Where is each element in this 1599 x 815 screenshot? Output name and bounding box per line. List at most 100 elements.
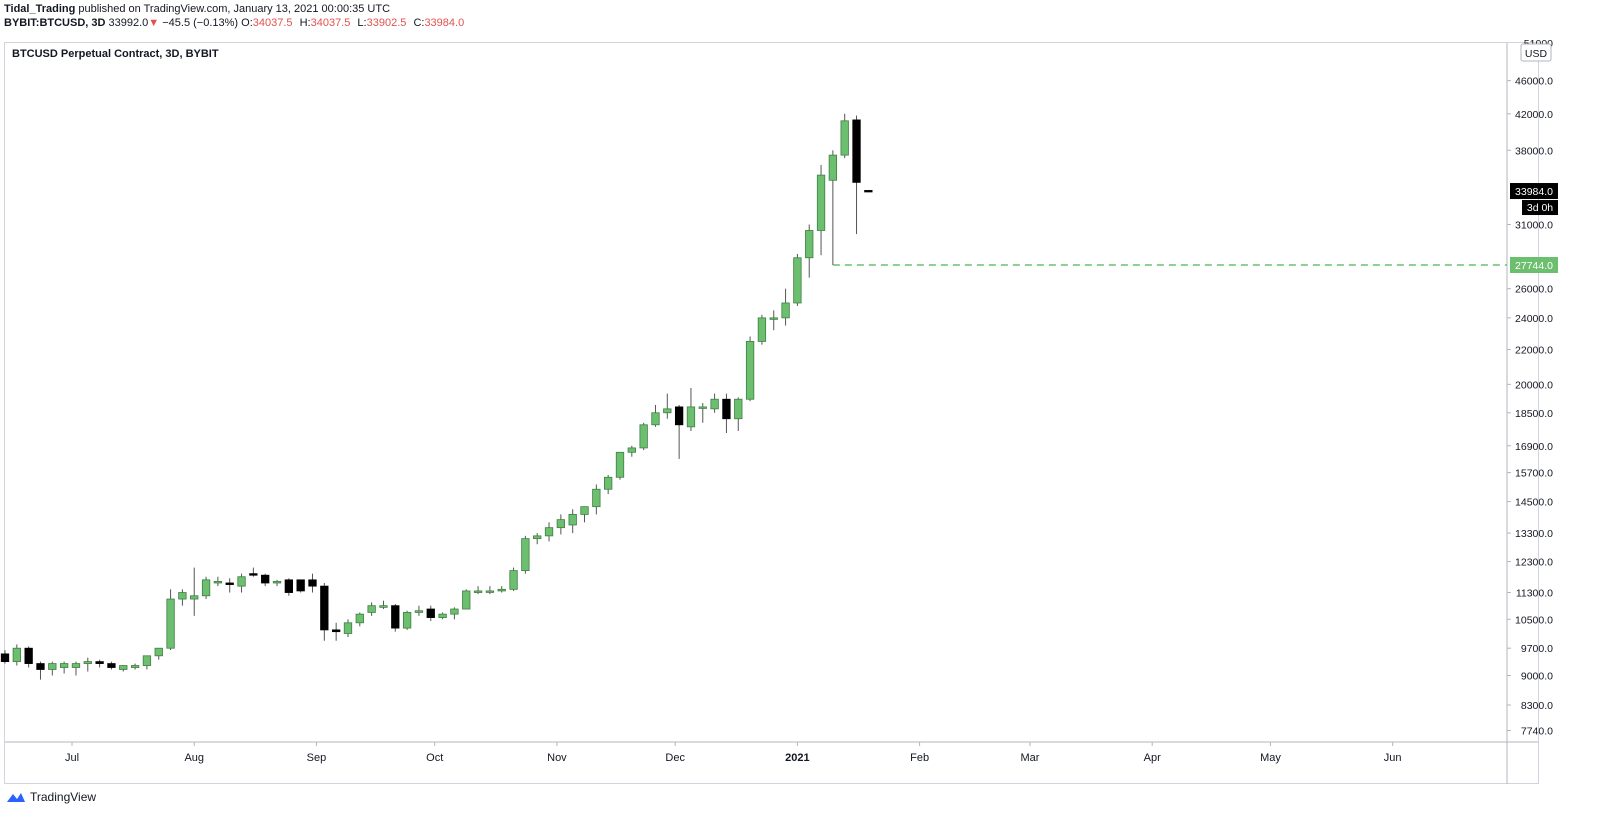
- candle-body: [816, 174, 826, 231]
- candle-body: [367, 605, 376, 613]
- candle-body: [48, 663, 57, 670]
- candle-body: [119, 665, 128, 670]
- x-tick-label: Oct: [426, 752, 443, 764]
- candle-body: [864, 190, 873, 193]
- candle-body: [272, 581, 282, 584]
- y-tick-label: 42000.0: [1515, 109, 1553, 121]
- candle-body: [580, 506, 589, 515]
- candle-body: [0, 653, 10, 663]
- x-tick-label: Aug: [184, 752, 204, 764]
- candle-body: [592, 488, 601, 508]
- x-tick-label: 2021: [785, 752, 809, 764]
- candle-body: [438, 613, 447, 618]
- price-change: −45.5 (−0.13%): [162, 17, 239, 29]
- candle-body: [544, 527, 554, 537]
- candle-body: [249, 573, 258, 576]
- chart-frame[interactable]: [4, 42, 1539, 784]
- candle-body: [426, 608, 435, 618]
- chart-header: Tidal_Trading published on TradingView.c…: [4, 2, 468, 30]
- author-name[interactable]: Tidal_Trading: [4, 3, 76, 15]
- candle-body: [284, 579, 293, 593]
- candle-body: [805, 230, 814, 259]
- y-tick-label: 10500.0: [1515, 614, 1553, 626]
- candle-body: [698, 406, 707, 409]
- candles-layer: [0, 113, 1507, 680]
- candle-body: [651, 412, 660, 426]
- candle-body: [462, 590, 471, 610]
- candle-body: [24, 647, 33, 664]
- brand-name: TradingView: [30, 790, 97, 804]
- low-value: 33902.5: [366, 17, 407, 29]
- level-tag: [1510, 256, 1558, 273]
- candle-body: [485, 590, 495, 593]
- y-tick-label: 13300.0: [1515, 528, 1553, 540]
- candle-body: [213, 581, 223, 584]
- low-label: L:: [357, 17, 367, 29]
- candle-body: [391, 605, 400, 629]
- candle-body: [745, 340, 755, 400]
- candle-body: [686, 406, 696, 428]
- y-tick-label: 14500.0: [1515, 497, 1553, 509]
- price-tag: [1510, 183, 1558, 200]
- candle-body: [308, 579, 317, 587]
- candle-body: [533, 535, 542, 540]
- down-arrow-icon: ▼: [148, 17, 160, 29]
- candle-body: [331, 629, 341, 633]
- y-tick-label: 8300.0: [1521, 700, 1553, 712]
- candle-body: [355, 613, 364, 624]
- candle-body: [130, 665, 140, 668]
- x-tick-label: Apr: [1144, 752, 1161, 764]
- countdown-tag: [1522, 200, 1558, 216]
- close-value: 33984.0: [424, 17, 465, 29]
- candle-body: [450, 608, 459, 615]
- candle-body: [757, 317, 767, 342]
- price-chart[interactable]: 46000.0 42000.0 38000.0 31000.0 26000.0 24000…: [0, 0, 1599, 790]
- countdown-label: 3d 0h: [1527, 202, 1553, 214]
- publish-info: Tidal_Trading published on TradingView.c…: [4, 2, 468, 16]
- candle-body: [166, 598, 175, 649]
- candle-body: [343, 622, 353, 634]
- y-tick-label: 12300.0: [1515, 557, 1553, 569]
- candle-body: [237, 576, 246, 587]
- candle-body: [615, 451, 625, 478]
- chart-title: BTCUSD Perpetual Contract, 3D, BYBIT: [12, 48, 219, 60]
- labels-layer: BTCUSD Perpetual Contract, 3D, BYBIT USD 3…: [12, 43, 1558, 273]
- x-tick-label: Jul: [65, 752, 79, 764]
- y-tick-label: 15700.0: [1515, 468, 1553, 480]
- candle-body: [497, 588, 506, 592]
- y-tick-label: 31000.0: [1515, 220, 1553, 232]
- candle-body: [59, 663, 69, 668]
- axes-layer: 46000.0 42000.0 38000.0 31000.0 26000.0 24000…: [5, 38, 1553, 784]
- y-tick-label: 9000.0: [1521, 671, 1553, 683]
- y-tick-label: 38000.0: [1515, 145, 1553, 157]
- candle-body: [261, 574, 270, 584]
- candle-body: [414, 610, 424, 613]
- candle-body: [142, 655, 152, 666]
- candle-body: [190, 595, 199, 600]
- candle-body: [722, 398, 731, 420]
- y-tick-label: 11300.0: [1516, 588, 1553, 600]
- candle-body: [107, 663, 116, 668]
- x-tick-label: May: [1260, 752, 1281, 764]
- candle-body: [36, 663, 45, 670]
- candle-body: [734, 398, 743, 420]
- candle-body: [71, 663, 81, 668]
- candle-body: [663, 408, 672, 414]
- candle-body: [83, 661, 92, 664]
- candle-body: [781, 302, 790, 319]
- x-tick-label: Sep: [307, 752, 327, 764]
- candle-body: [556, 519, 566, 529]
- candle-body: [840, 120, 849, 156]
- y-tick-label: 46000.0: [1515, 76, 1553, 88]
- open-label: O:: [241, 17, 253, 29]
- candle-body: [852, 119, 861, 183]
- footer-brand[interactable]: TradingView: [6, 790, 96, 804]
- symbol-label: BYBIT:BTCUSD, 3D: [4, 17, 106, 29]
- candle-body: [178, 592, 187, 600]
- x-tick-label: Feb: [910, 752, 929, 764]
- candle-body: [154, 647, 163, 657]
- close-label: C:: [413, 17, 425, 29]
- candle-body: [604, 476, 613, 490]
- y-tick-label: 24000.0: [1515, 313, 1553, 325]
- candle-body: [225, 582, 234, 585]
